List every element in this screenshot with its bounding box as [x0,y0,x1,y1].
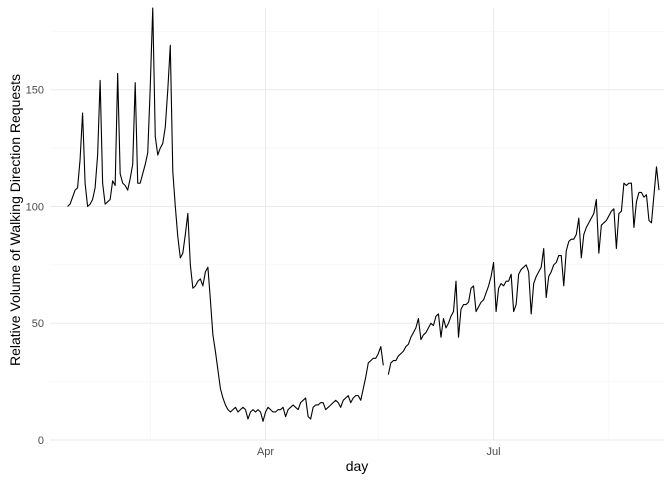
series-line [387,166,660,375]
x-tick-label: Jul [487,446,501,458]
y-tick-label: 150 [26,85,44,97]
y-tick-label: 0 [38,435,44,447]
x-tick-label: Apr [257,446,274,458]
series-group [67,7,660,422]
y-tick-label: 50 [32,318,44,330]
series-line [67,7,384,422]
major-gridlines [50,8,664,441]
x-axis-tick-labels: Apr Jul [257,446,501,458]
y-axis-tick-labels: 0 50 100 150 [26,85,44,447]
y-axis-title: Relative Volume of Walking Direction Req… [7,74,23,366]
y-tick-label: 100 [26,201,44,213]
x-axis-title: day [346,458,369,474]
